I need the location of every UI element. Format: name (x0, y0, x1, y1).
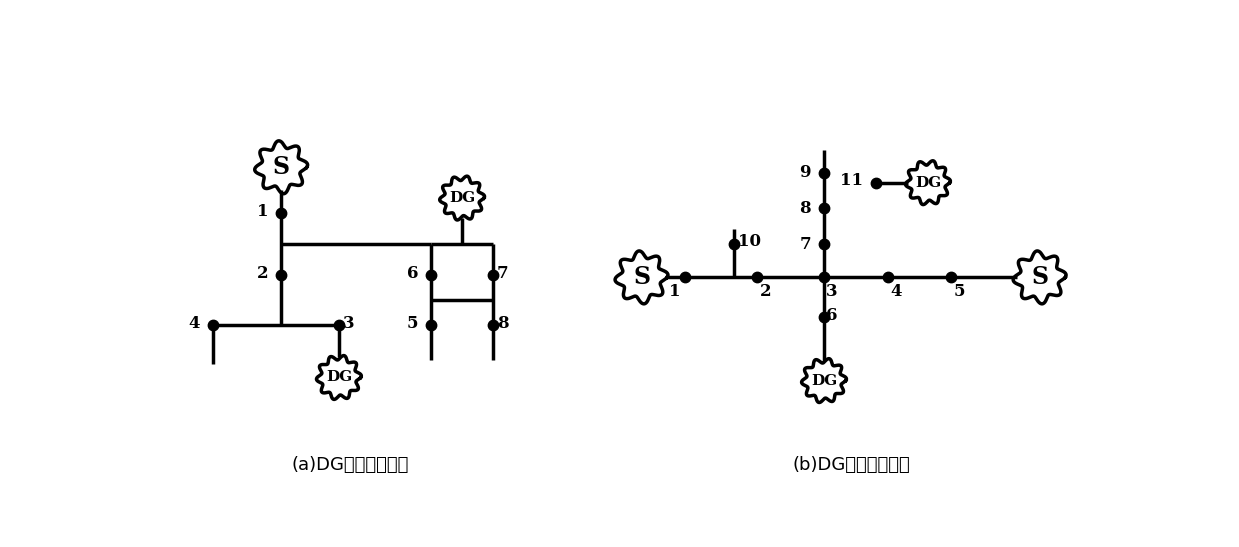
Text: (b)DG通过馈线接入: (b)DG通过馈线接入 (792, 456, 909, 474)
Text: DG: DG (326, 370, 352, 385)
Text: (a)DG通过母线接入: (a)DG通过母线接入 (292, 456, 409, 474)
Text: S: S (273, 155, 290, 179)
Text: 3: 3 (826, 283, 838, 300)
Text: 4: 4 (891, 283, 902, 300)
Text: 5: 5 (406, 315, 419, 332)
Text: S: S (633, 265, 650, 289)
Text: 1: 1 (669, 283, 680, 300)
Text: 1: 1 (256, 203, 268, 220)
Text: S: S (1031, 265, 1048, 289)
Text: 5: 5 (953, 283, 965, 300)
Text: DG: DG (914, 176, 942, 190)
Text: 8: 8 (799, 200, 812, 217)
Text: 6: 6 (406, 265, 419, 282)
Text: 2: 2 (256, 265, 268, 282)
Text: 7: 7 (497, 265, 508, 282)
Text: DG: DG (449, 191, 476, 205)
Text: 2: 2 (760, 283, 772, 300)
Text: DG: DG (810, 374, 838, 388)
Text: 8: 8 (497, 315, 508, 332)
Text: 9: 9 (799, 164, 812, 181)
Text: 4: 4 (188, 315, 201, 332)
Text: 3: 3 (343, 315, 354, 332)
Text: 11: 11 (840, 172, 862, 189)
Text: 10: 10 (737, 234, 761, 251)
Text: 6: 6 (826, 307, 838, 324)
Text: 7: 7 (799, 236, 812, 253)
